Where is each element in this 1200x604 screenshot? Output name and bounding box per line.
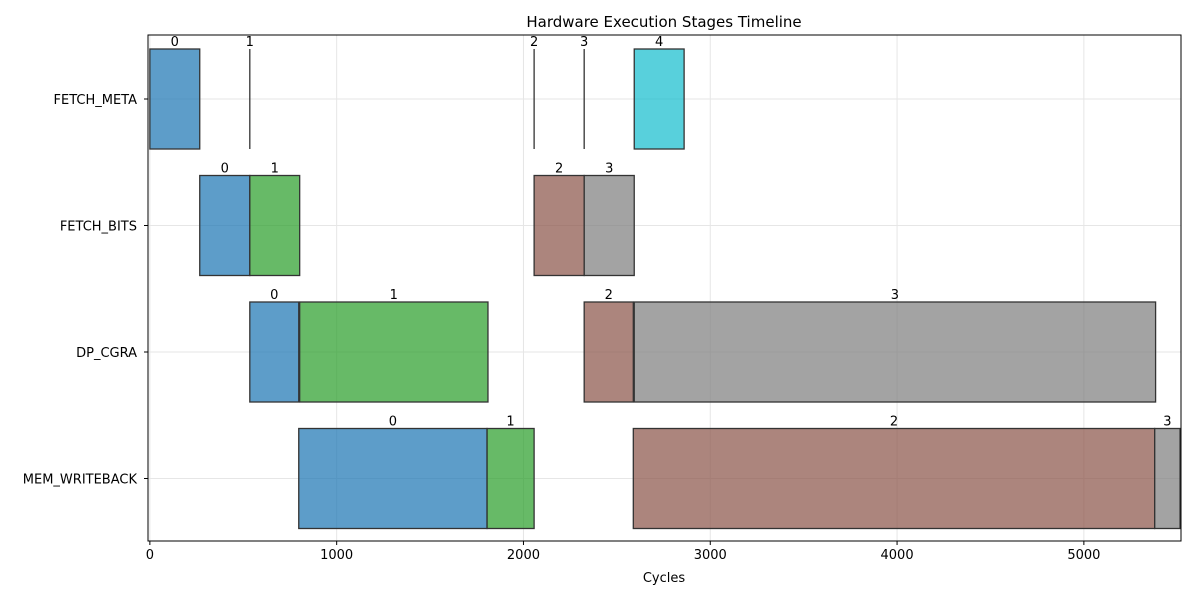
task-label: 0 bbox=[171, 35, 179, 50]
task-bar bbox=[1154, 427, 1181, 530]
task-label: 2 bbox=[530, 35, 538, 50]
task-bar bbox=[633, 48, 685, 150]
x-tick-label: 0 bbox=[146, 548, 154, 563]
task-bar bbox=[486, 427, 535, 530]
task-bar bbox=[633, 301, 1157, 403]
task-label: 3 bbox=[580, 35, 588, 50]
task-label: 0 bbox=[270, 288, 278, 303]
x-axis: 0 1000 2000 3000 4000 5000 bbox=[146, 541, 1100, 563]
task-label: 3 bbox=[1163, 415, 1171, 430]
task-label: 1 bbox=[506, 415, 514, 430]
y-tick-label: MEM_WRITEBACK bbox=[23, 473, 138, 488]
x-tick-label: 1000 bbox=[320, 548, 353, 563]
task-bar bbox=[249, 174, 301, 277]
task-label: 0 bbox=[389, 415, 397, 430]
plot-frame bbox=[147, 34, 1182, 542]
task-bar bbox=[632, 427, 1156, 530]
task-label: 2 bbox=[555, 162, 563, 177]
y-axis: FETCH_META FETCH_BITS DP_CGRA MEM_WRITEBACK bbox=[23, 93, 148, 488]
task-label: 3 bbox=[605, 162, 613, 177]
task-bar bbox=[583, 174, 635, 277]
task-bar bbox=[299, 301, 489, 403]
task-label: 1 bbox=[271, 162, 279, 177]
y-tick-label: FETCH_BITS bbox=[60, 220, 137, 235]
x-tick-label: 3000 bbox=[694, 548, 727, 563]
task-bar bbox=[298, 427, 488, 530]
task-label: 2 bbox=[890, 415, 898, 430]
task-label: 1 bbox=[390, 288, 398, 303]
x-tick-label: 2000 bbox=[507, 548, 540, 563]
y-tick-label: DP_CGRA bbox=[76, 346, 137, 361]
bar-layer bbox=[149, 48, 1181, 530]
task-bar bbox=[533, 174, 585, 277]
task-label: 3 bbox=[891, 288, 899, 303]
y-tick-label: FETCH_META bbox=[54, 93, 138, 108]
x-tick-label: 4000 bbox=[881, 548, 914, 563]
x-axis-label: Cycles bbox=[643, 571, 686, 586]
task-label: 1 bbox=[246, 35, 254, 50]
x-tick-label: 5000 bbox=[1067, 548, 1100, 563]
task-label: 2 bbox=[605, 288, 613, 303]
task-bar bbox=[583, 301, 634, 403]
chart-title: Hardware Execution Stages Timeline bbox=[526, 13, 801, 31]
task-bar bbox=[149, 48, 201, 150]
bar-label-layer: 0 1 2 3 4 0 1 2 3 0 1 2 3 0 1 2 3 bbox=[171, 35, 1172, 430]
task-label: 0 bbox=[221, 162, 229, 177]
task-label: 4 bbox=[655, 35, 663, 50]
task-bar bbox=[199, 174, 251, 277]
task-bar bbox=[249, 301, 300, 403]
